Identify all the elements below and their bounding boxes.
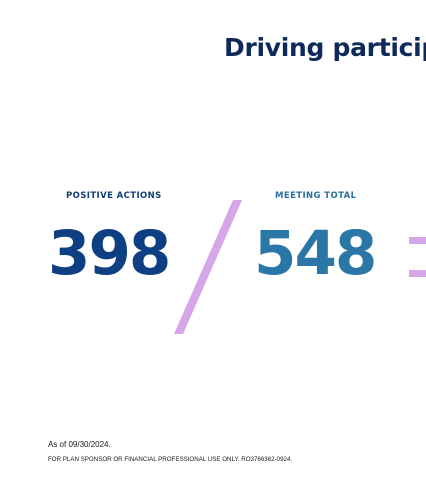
equals-top-bar: [409, 237, 426, 244]
equals-bottom-bar: [409, 270, 426, 277]
divide-slash-icon: [174, 200, 242, 334]
equals-sign-icon: [409, 237, 426, 277]
positive-actions-label: POSITIVE ACTIONS: [66, 191, 162, 201]
meeting-total-value: 548: [254, 218, 377, 289]
usage-disclaimer: FOR PLAN SPONSOR OR FINANCIAL PROFESSION…: [48, 456, 293, 463]
positive-actions-value: 398: [48, 218, 171, 289]
meeting-total-label: MEETING TOTAL: [275, 191, 357, 201]
as-of-date-note: As of 09/30/2024.: [48, 440, 111, 449]
slide-title: Driving particip: [224, 33, 426, 62]
